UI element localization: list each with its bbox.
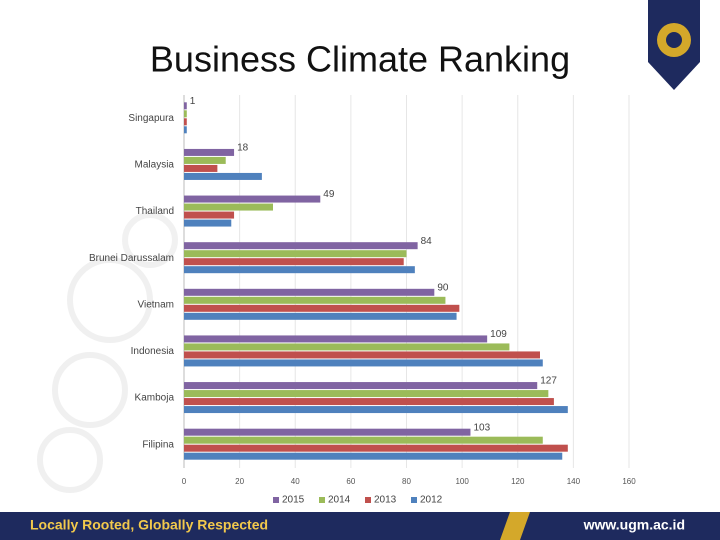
legend-swatch <box>365 497 371 503</box>
legend-label: 2012 <box>420 495 443 506</box>
data-label: 49 <box>323 189 335 200</box>
bar <box>184 156 226 164</box>
bar <box>184 288 435 296</box>
x-tick-label: 100 <box>455 477 469 486</box>
bar <box>184 110 187 118</box>
bar <box>184 335 488 343</box>
footer-url: www.ugm.ac.id <box>583 517 685 533</box>
legend-swatch <box>319 497 325 503</box>
bar <box>184 195 321 203</box>
bar <box>184 406 568 414</box>
footer-tagline: Locally Rooted, Globally Respected <box>30 517 268 533</box>
bar <box>184 102 187 110</box>
bar <box>184 266 415 274</box>
x-tick-label: 20 <box>235 477 244 486</box>
data-label: 90 <box>437 282 449 293</box>
bar <box>184 296 446 304</box>
logo-center <box>666 32 682 48</box>
bar <box>184 250 407 258</box>
bar <box>184 172 262 180</box>
legend-swatch <box>273 497 279 503</box>
x-tick-label: 60 <box>346 477 355 486</box>
y-tick-label: Singapura <box>128 113 174 124</box>
bar <box>184 118 187 126</box>
y-tick-label: Filipina <box>142 439 174 450</box>
data-label: 127 <box>540 376 557 387</box>
bar <box>184 148 235 156</box>
bar <box>184 351 540 359</box>
legend-label: 2015 <box>282 495 305 506</box>
bar <box>184 444 568 452</box>
y-tick-label: Malaysia <box>135 160 175 171</box>
bar <box>184 242 418 250</box>
bar <box>184 164 218 172</box>
x-tick-label: 40 <box>291 477 300 486</box>
footer-stripe <box>500 512 530 540</box>
data-label: 103 <box>473 422 490 433</box>
bar <box>184 343 510 351</box>
bar <box>184 312 457 320</box>
data-label: 84 <box>421 236 433 247</box>
x-tick-label: 140 <box>567 477 581 486</box>
bar <box>184 211 235 219</box>
x-tick-label: 120 <box>511 477 525 486</box>
footer-bar <box>0 512 720 540</box>
data-label: 18 <box>237 143 249 154</box>
bar <box>184 428 471 436</box>
legend-label: 2014 <box>328 495 351 506</box>
x-tick-label: 0 <box>182 477 187 486</box>
bar <box>184 304 460 312</box>
y-tick-label: Thailand <box>136 206 174 217</box>
bar <box>184 382 538 390</box>
y-tick-label: Indonesia <box>131 346 175 357</box>
y-tick-label: Brunei Darussalam <box>89 253 174 264</box>
bar <box>184 436 543 444</box>
bar <box>184 258 404 266</box>
bar <box>184 359 543 367</box>
x-tick-label: 80 <box>402 477 411 486</box>
chart-title: Business Climate Ranking <box>150 39 570 80</box>
bar <box>184 126 187 134</box>
watermark <box>37 212 178 493</box>
legend-swatch <box>411 497 417 503</box>
x-tick-label: 160 <box>622 477 636 486</box>
bar <box>184 219 232 227</box>
bar <box>184 398 554 406</box>
y-tick-label: Kamboja <box>135 393 175 404</box>
bar <box>184 452 563 460</box>
bar <box>184 390 549 398</box>
legend-label: 2013 <box>374 495 397 506</box>
y-tick-label: Vietnam <box>137 299 174 310</box>
data-label: 109 <box>490 329 507 340</box>
bar <box>184 203 273 211</box>
data-label: 1 <box>190 96 196 107</box>
